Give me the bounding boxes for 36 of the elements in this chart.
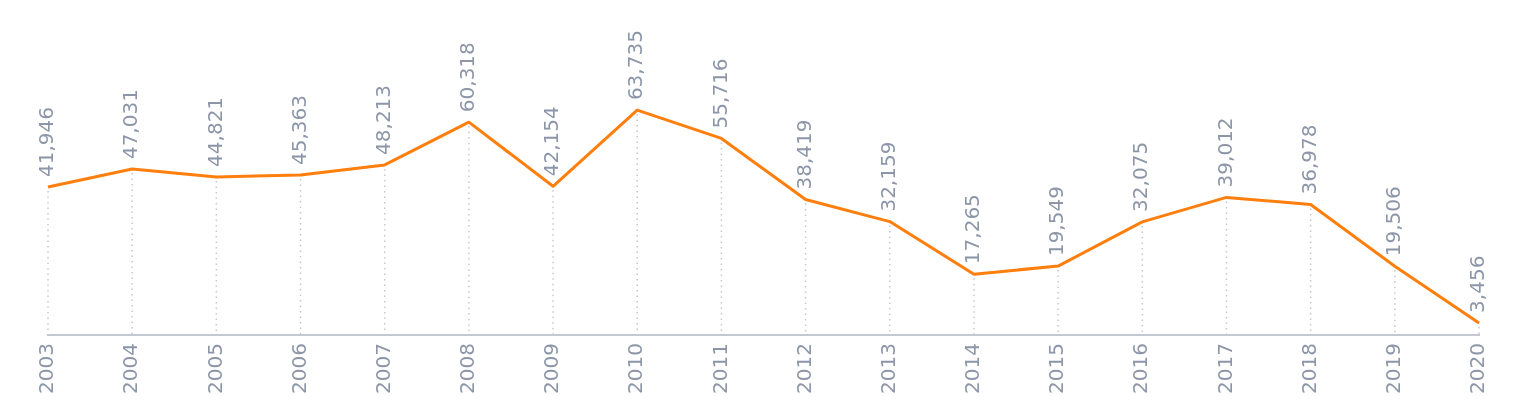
x-tick-label: 2017: [1212, 343, 1237, 395]
x-tick-label: 2006: [286, 343, 311, 395]
data-label: 36,978: [1296, 124, 1321, 195]
data-label: 19,549: [1044, 186, 1069, 257]
x-tick-label: 2016: [1128, 343, 1153, 395]
data-label: 41,946: [34, 107, 59, 178]
data-label: 63,735: [623, 30, 648, 101]
x-tick-label: 2012: [791, 343, 816, 395]
x-tick-label: 2014: [960, 343, 985, 395]
data-label: 44,821: [202, 96, 227, 167]
x-tick-label: 2009: [539, 343, 564, 395]
x-tick-label: 2008: [455, 343, 480, 395]
x-tick-label: 2013: [875, 343, 900, 395]
data-label: 55,716: [707, 58, 732, 129]
x-tick-label: 2019: [1381, 343, 1406, 395]
x-tick-label: 2011: [707, 343, 732, 395]
x-tick-label: 2004: [118, 343, 143, 395]
data-label: 32,075: [1128, 141, 1153, 212]
data-label: 48,213: [370, 84, 395, 155]
x-tick-label: 2010: [623, 343, 648, 395]
data-label: 19,506: [1381, 186, 1406, 257]
data-label: 32,159: [875, 141, 900, 212]
x-tick-label: 2020: [1465, 343, 1490, 395]
data-label: 60,318: [455, 42, 480, 113]
x-tick-label: 2003: [34, 343, 59, 395]
data-label: 45,363: [286, 94, 311, 165]
data-label: 17,265: [960, 194, 985, 265]
data-label: 38,419: [791, 119, 816, 190]
data-label: 3,456: [1465, 255, 1490, 313]
x-tick-label: 2015: [1044, 343, 1069, 395]
x-tick-label: 2018: [1296, 343, 1321, 395]
data-label: 47,031: [118, 89, 143, 160]
x-tick-label: 2005: [202, 343, 227, 395]
data-label: 42,154: [539, 106, 564, 177]
x-tick-label: 2007: [370, 343, 395, 395]
data-label: 39,012: [1212, 117, 1237, 188]
